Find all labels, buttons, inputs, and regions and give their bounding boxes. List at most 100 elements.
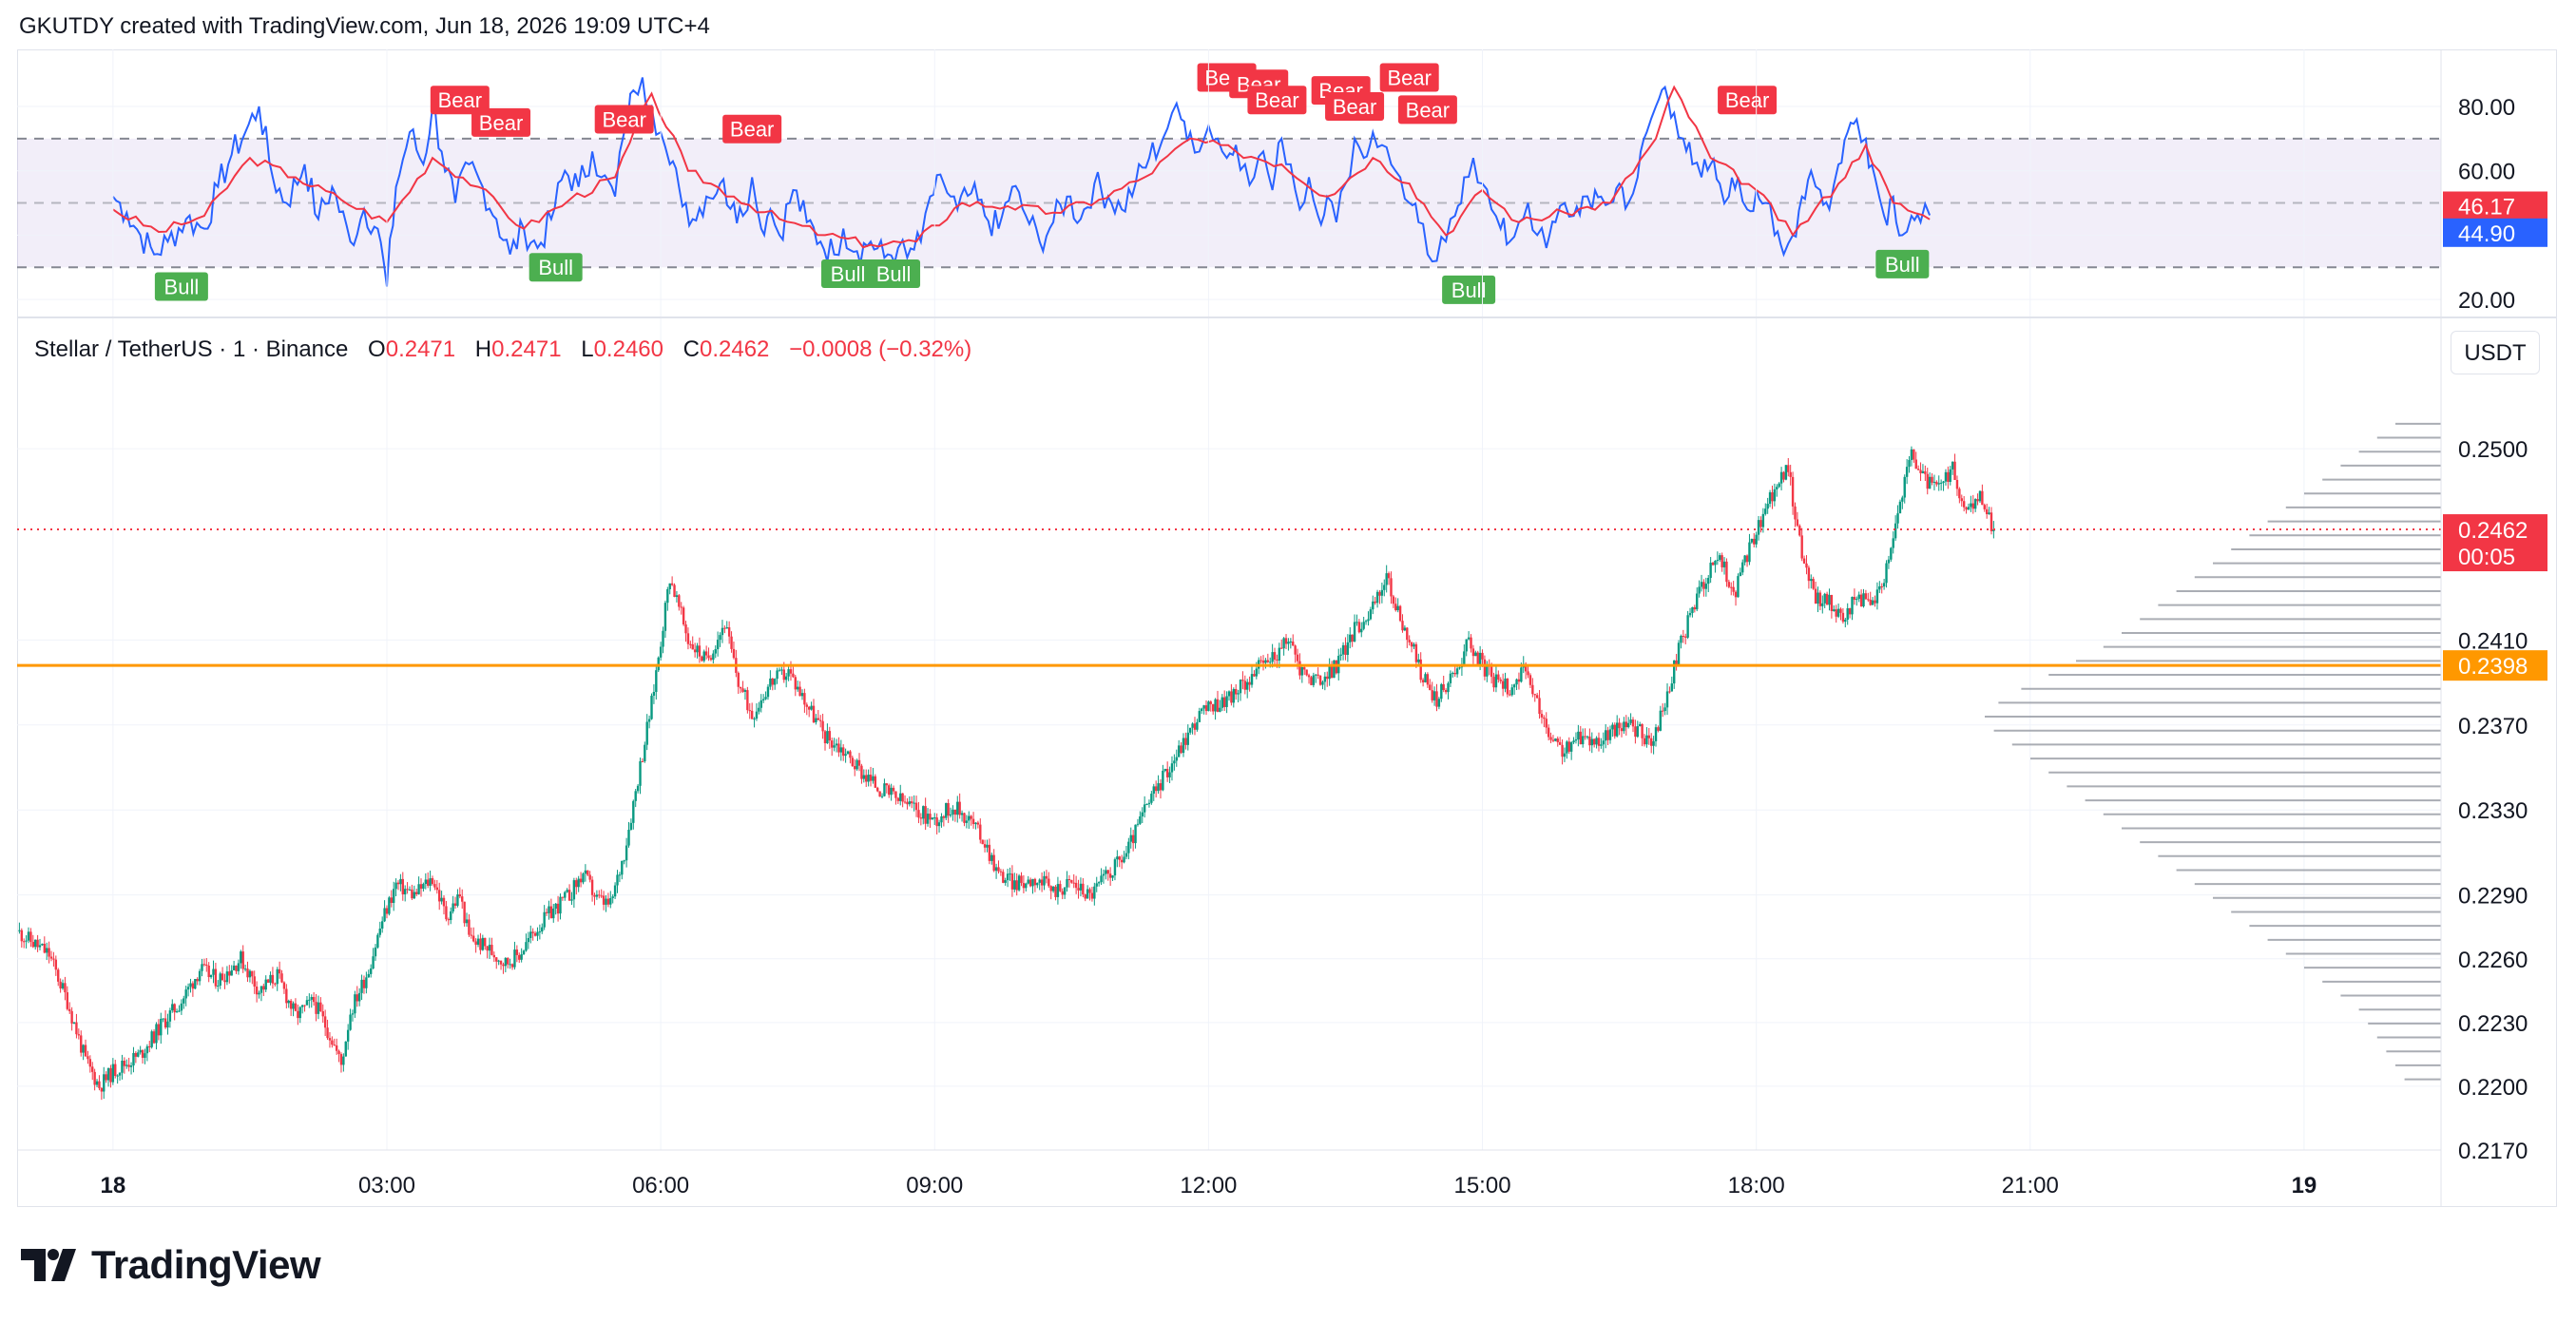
candle-body (1531, 684, 1534, 695)
tradingview-logo[interactable]: TradingView (21, 1241, 321, 1289)
candle-body (38, 945, 42, 948)
candle-body (1353, 622, 1356, 642)
candle-body (1182, 738, 1185, 754)
candle-body (1563, 753, 1567, 757)
candle-body (522, 950, 526, 955)
candle-body (1038, 879, 1041, 883)
candle-body (1613, 724, 1616, 737)
candle-body (549, 906, 553, 919)
candle-body (1512, 684, 1516, 688)
time-axis[interactable]: 18 03:00 06:00 09:00 12:00 15:00 18:00 21:00 19 (100, 1173, 2316, 1198)
candle-body (1543, 717, 1546, 719)
candle-body (632, 800, 635, 823)
candle-body (1123, 856, 1125, 863)
candle-body (1235, 688, 1238, 695)
candle-body (746, 690, 749, 711)
candle-body (1180, 745, 1182, 754)
candle-body (230, 969, 233, 976)
candle-body (1444, 689, 1448, 693)
candle-body (1970, 503, 1972, 508)
candle-body (1750, 538, 1754, 543)
candle-body (1732, 586, 1735, 592)
candle-body (641, 760, 644, 762)
candle-body (1177, 745, 1181, 757)
candle-body (34, 939, 37, 948)
candle-body (1574, 739, 1578, 741)
candle-body (1753, 538, 1756, 545)
candle-body (1028, 879, 1032, 887)
candle-body (447, 919, 451, 921)
candle-body (680, 606, 682, 608)
candle-body (488, 945, 491, 951)
currency-button[interactable]: USDT (2451, 331, 2540, 374)
candle-body (1134, 824, 1137, 844)
candle-body (1090, 892, 1094, 899)
candle-body (1657, 727, 1660, 731)
candle-body (1890, 547, 1893, 560)
candle-body (1702, 582, 1705, 589)
candle-body (1768, 491, 1772, 505)
candle-body (1077, 888, 1080, 891)
candle-body (1654, 727, 1658, 741)
candle-body (789, 669, 793, 674)
candle-body (1009, 873, 1011, 875)
price-pane[interactable] (17, 49, 2441, 1151)
candle-body (1782, 471, 1785, 480)
candle-body (372, 956, 375, 969)
candle-body (186, 987, 190, 990)
candle-body (1453, 673, 1456, 675)
candle-body (869, 775, 873, 781)
candle-body (1431, 690, 1433, 700)
rsi-pane[interactable]: Bull Bear Bear Bull Bear Bear Bull Bull Bear Bear… (17, 63, 2441, 304)
candle-body (1825, 593, 1829, 605)
bear-signal-label: Bear (722, 114, 782, 144)
candle-body (326, 1027, 329, 1039)
candle-body (274, 983, 277, 985)
candle-body (331, 1040, 334, 1045)
candle-body (1074, 882, 1078, 889)
candle-body (1527, 671, 1529, 676)
candle-body (561, 896, 565, 898)
candle-body (116, 1075, 119, 1077)
candle-body (807, 706, 811, 710)
candle-body (675, 595, 679, 598)
candle-body (1953, 461, 1956, 481)
candle-body (527, 937, 530, 943)
price-axis[interactable]: 80.0060.0040.0020.0046.1744.900.25000.24… (17, 49, 2557, 1207)
candle-body (1303, 667, 1306, 670)
candle-body (1538, 698, 1541, 715)
candle-body (1120, 859, 1124, 863)
candle-body (812, 705, 816, 723)
candle-body (896, 797, 900, 801)
candle-body (121, 1061, 124, 1073)
candle-body (1973, 499, 1977, 509)
candle-body (741, 688, 744, 692)
candle-body (495, 957, 498, 962)
candle-body (652, 691, 656, 696)
open-label: O (368, 336, 386, 362)
candle-body (992, 854, 995, 872)
candle-body (1556, 738, 1559, 742)
candle-body (178, 1010, 181, 1012)
candle-body (1442, 683, 1445, 690)
candle-body (586, 870, 589, 875)
candle-body (1812, 579, 1815, 589)
candle-body (219, 973, 221, 987)
candle-body (253, 976, 256, 987)
candle-body (1800, 535, 1803, 559)
candle-body (1510, 687, 1513, 696)
candle-body (543, 911, 546, 928)
candle-body (46, 948, 48, 953)
candle-body (1300, 667, 1304, 676)
candle-body (1369, 609, 1373, 620)
candle-body (1595, 738, 1598, 745)
candle-body (1225, 696, 1228, 707)
candle-body (232, 965, 236, 970)
candle-body (1802, 558, 1806, 564)
candle-body (1835, 609, 1837, 617)
candle-body (1163, 768, 1166, 771)
symbol-title[interactable]: Stellar / TetherUS · 1 · Binance (34, 336, 349, 362)
candle-body (842, 747, 845, 757)
candle-body (103, 1074, 106, 1092)
